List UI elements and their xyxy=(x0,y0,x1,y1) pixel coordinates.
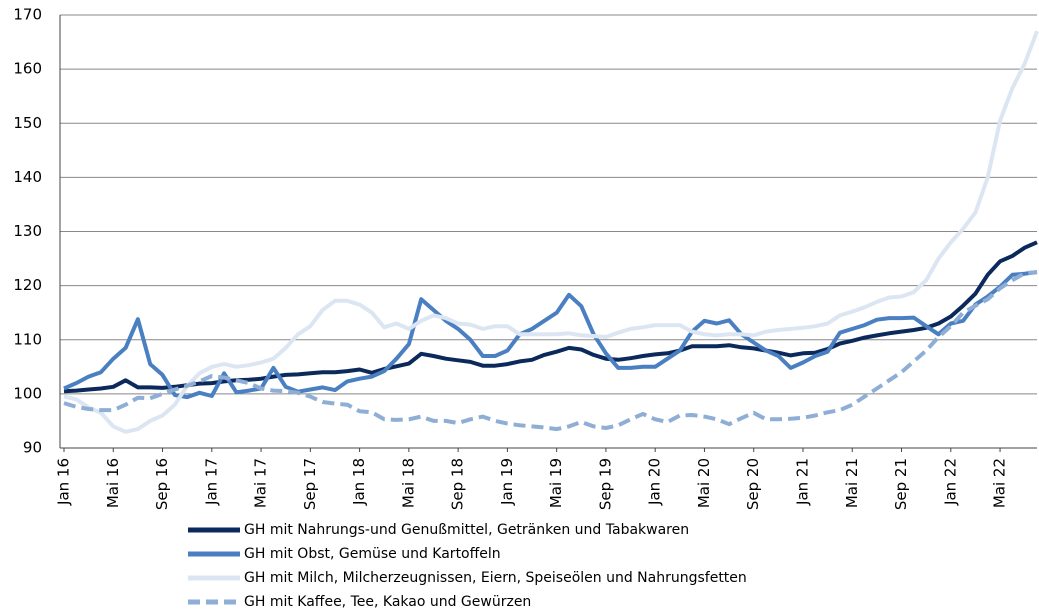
x-tick-label: Jan 18 xyxy=(350,458,368,506)
legend-label: GH mit Nahrungs-und Genußmittel, Getränk… xyxy=(244,522,689,538)
y-tick-label: 110 xyxy=(13,330,42,348)
legend-label: GH mit Obst, Gemüse und Kartoffeln xyxy=(244,546,501,562)
x-tick-label: Mai 19 xyxy=(547,458,565,508)
y-tick-label: 130 xyxy=(13,222,42,240)
x-tick-label: Sep 19 xyxy=(596,458,614,510)
x-tick-label: Jan 19 xyxy=(498,458,516,506)
series-line xyxy=(63,240,1038,394)
x-tick-label: Jan 21 xyxy=(793,458,811,506)
x-tick-label: Jan 22 xyxy=(941,458,959,506)
x-tick-label: Sep 21 xyxy=(892,458,910,510)
x-tick-label: Jan 16 xyxy=(55,458,73,506)
y-tick-label: 150 xyxy=(13,114,42,132)
series-line xyxy=(63,270,1038,432)
x-tick-label: Mai 22 xyxy=(991,458,1009,508)
y-tick-label: 160 xyxy=(13,60,42,78)
y-tick-label: 100 xyxy=(13,384,42,402)
x-tick-label: Mai 17 xyxy=(252,458,270,508)
y-tick-label: 90 xyxy=(23,439,42,457)
x-tick-label: Sep 20 xyxy=(744,458,762,510)
x-tick-label: Mai 18 xyxy=(399,458,417,508)
x-tick-label: Sep 16 xyxy=(153,458,171,510)
x-tick-label: Sep 18 xyxy=(449,458,467,510)
series-line xyxy=(63,30,1039,434)
y-tick-label: 170 xyxy=(13,6,42,24)
x-tick-label: Mai 20 xyxy=(695,458,713,508)
y-tick-label: 120 xyxy=(13,276,42,294)
x-tick-label: Jan 20 xyxy=(646,458,664,506)
legend-label: GH mit Milch, Milcherzeugnissen, Eiern, … xyxy=(244,570,747,586)
x-tick-label: Mai 16 xyxy=(104,458,122,508)
x-tick-label: Mai 21 xyxy=(843,458,861,508)
x-tick-label: Sep 17 xyxy=(301,458,319,510)
y-tick-label: 140 xyxy=(13,168,42,186)
legend-label: GH mit Kaffee, Tee, Kakao und Gewürzen xyxy=(244,594,531,610)
x-tick-label: Jan 17 xyxy=(202,458,220,506)
